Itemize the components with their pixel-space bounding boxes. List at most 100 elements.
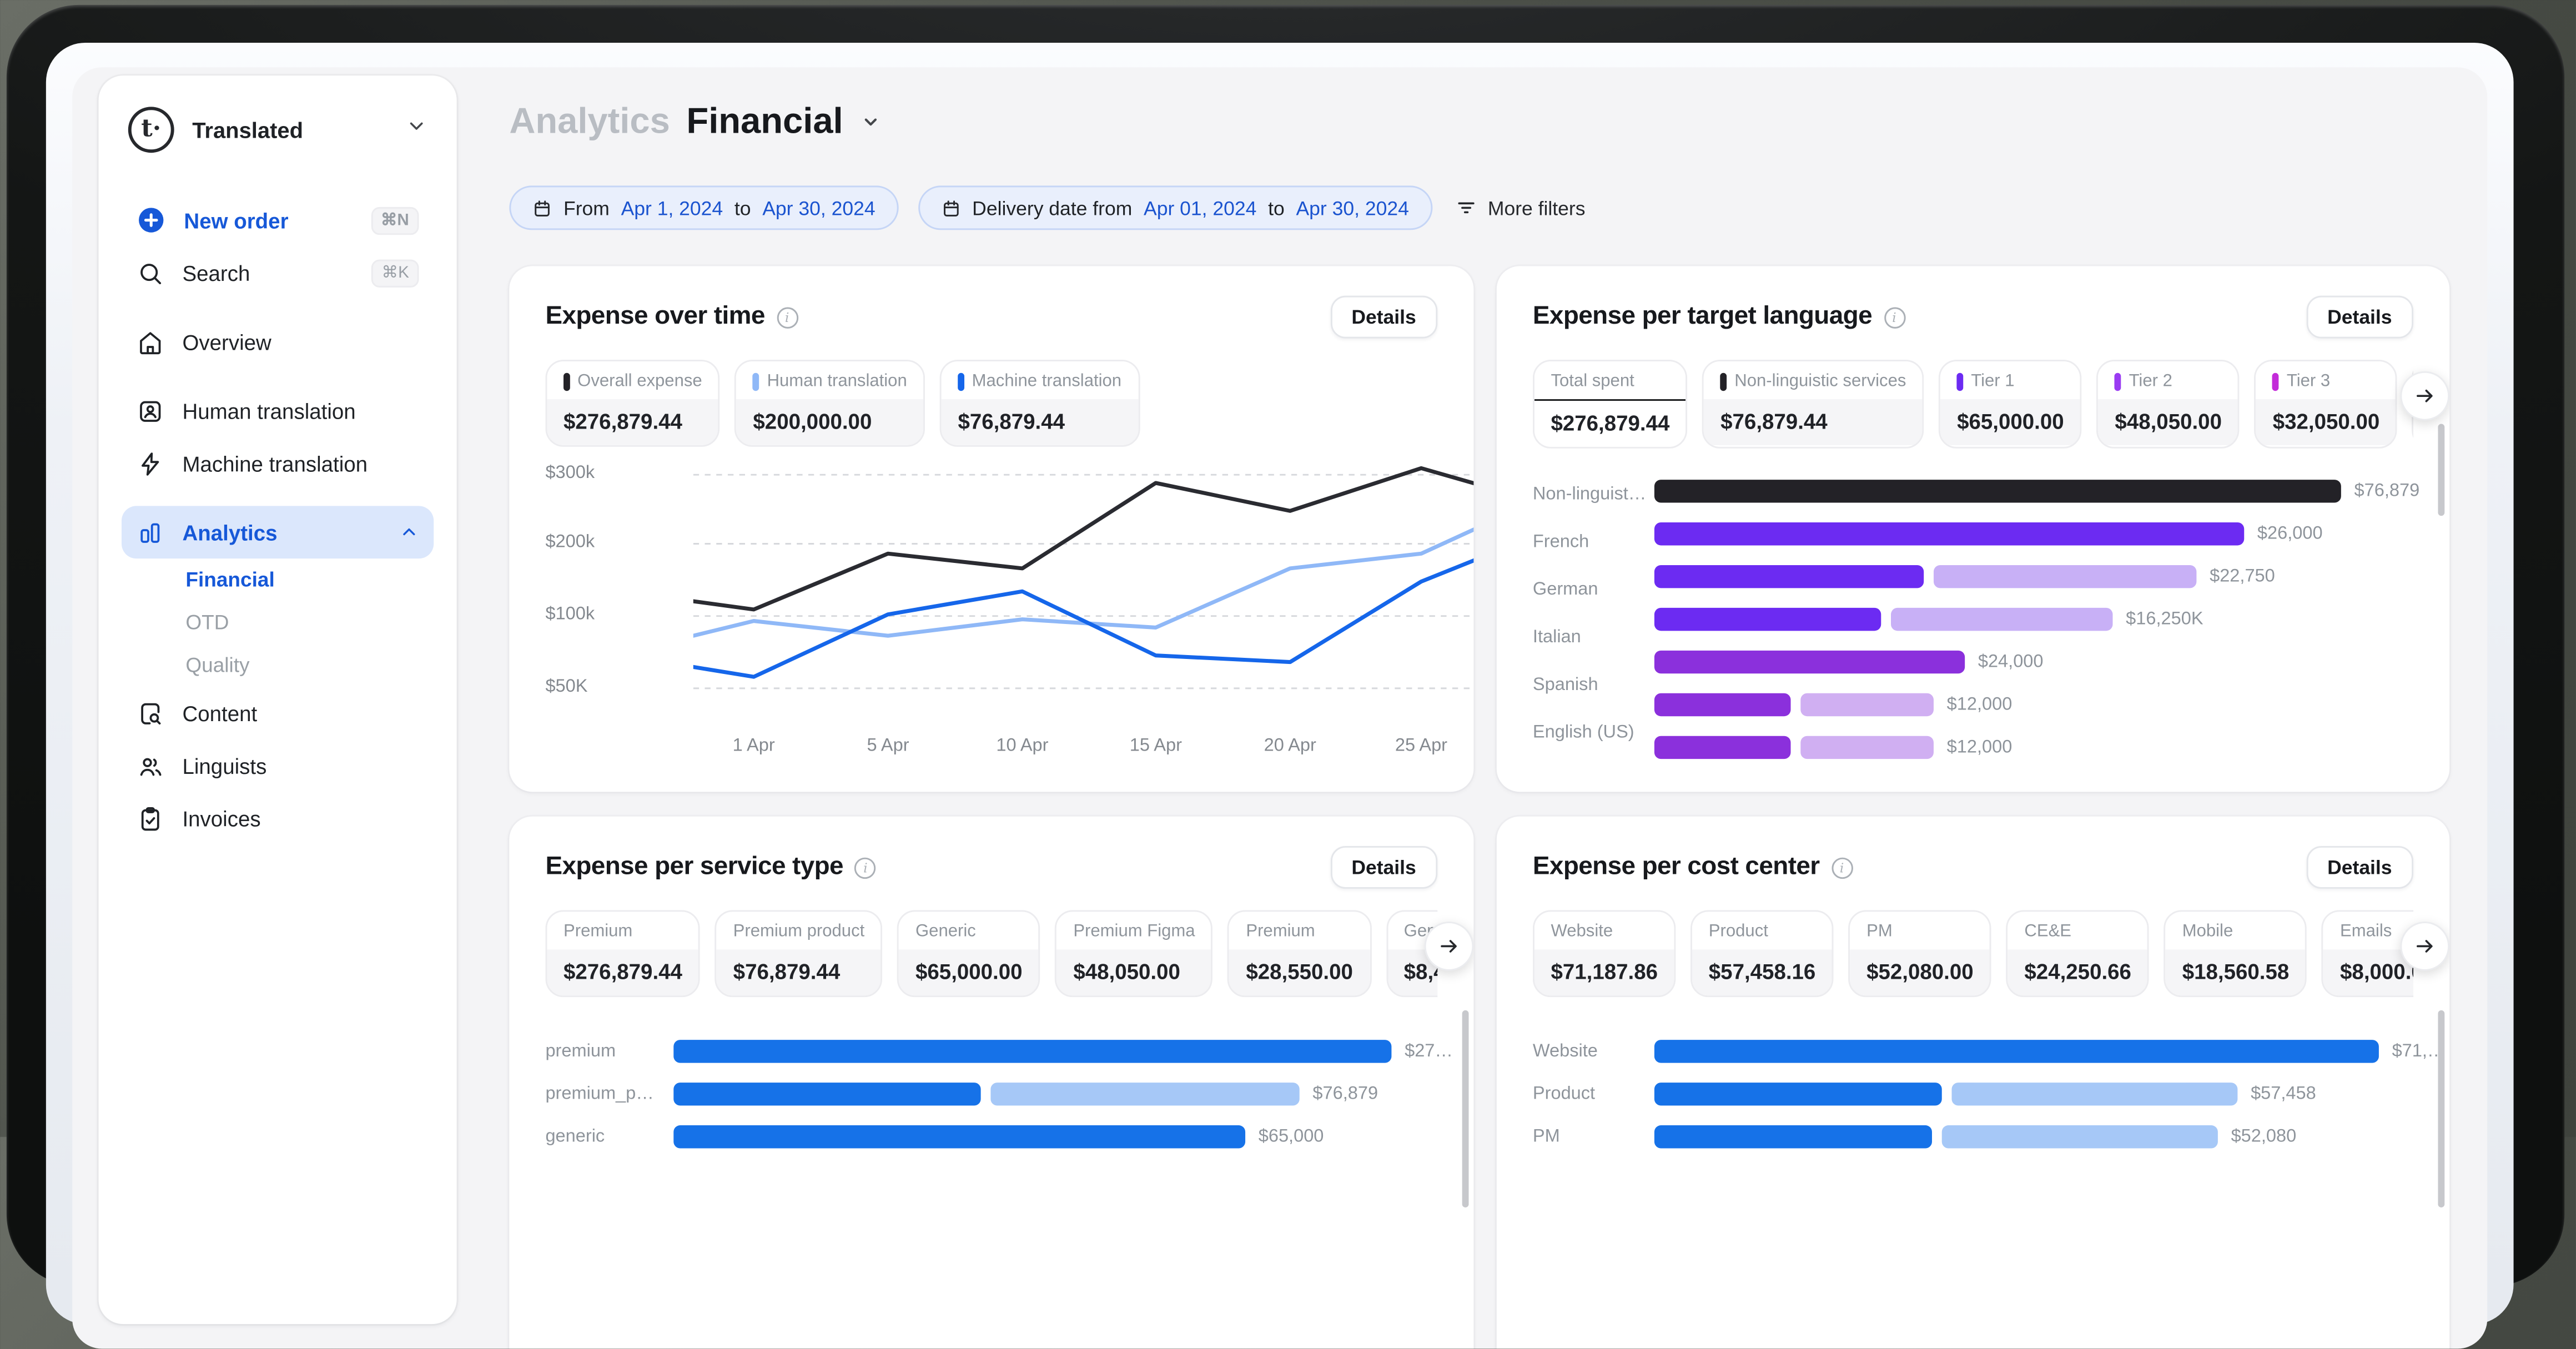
stat-chip[interactable]: Premium $276,879.44 [545, 910, 701, 998]
bar-value-label: $24,000 [1978, 652, 2044, 672]
sidebar-item-human-translation[interactable]: Human translation [122, 384, 434, 437]
people-icon [137, 752, 164, 779]
stat-chips-row: Overall expense $276,879.44 Human translat… [545, 360, 1437, 447]
stat-chip-value: $76,879.44 [941, 399, 1138, 445]
chips-scroll-right-button[interactable] [1424, 922, 1474, 971]
sidebar-item-machine-translation[interactable]: Machine translation [122, 437, 434, 490]
series-marker-icon [1720, 372, 1727, 390]
sidebar-subitem-quality[interactable]: Quality [185, 653, 250, 677]
chips-scroll-right-button[interactable] [2400, 371, 2450, 421]
vertical-scrollbar-thumb[interactable] [2438, 424, 2445, 516]
stat-chip-label-row: Overall expense [547, 361, 719, 400]
sidebar-item-overview[interactable]: Overview [122, 315, 434, 368]
chevron-down-icon[interactable] [859, 110, 882, 133]
sidebar-item-new-order[interactable]: New order ⌘N [122, 194, 434, 246]
breadcrumb[interactable]: Analytics [509, 100, 670, 142]
info-icon[interactable]: i [1883, 306, 1905, 328]
line-chart: $300k $200k $100k $50K 1 Apr 5 Apr 10 Apr 15 Ap… [545, 454, 1474, 782]
vertical-scrollbar-thumb[interactable] [1462, 1010, 1469, 1207]
stat-chips-row: Premium $276,879.44 Premium product $76,879… [545, 910, 1438, 998]
sidebar-item-label: Invoices [182, 806, 261, 830]
page-title: Financial [686, 100, 843, 142]
sidebar-subitem-otd[interactable]: OTD [185, 611, 229, 635]
sidebar-item-invoices[interactable]: Invoices [122, 792, 434, 844]
stat-chip-value: $32,050.00 [2256, 399, 2396, 445]
bar-value-label: $26,000 [2257, 524, 2323, 544]
details-button[interactable]: Details [1330, 295, 1438, 339]
bar-value-label: $76,879 [2354, 481, 2420, 501]
details-button[interactable]: Details [1330, 845, 1438, 889]
sidebar-item-analytics[interactable]: Analytics [121, 506, 434, 559]
info-icon[interactable]: i [1831, 857, 1853, 878]
stat-chip-label-row: Human translation [736, 361, 924, 400]
search-icon [137, 259, 164, 286]
x-axis-tick-label: 1 Apr [732, 736, 775, 756]
series-marker-icon [958, 372, 964, 390]
sidebar-item-content[interactable]: Content [122, 687, 434, 739]
stat-chip[interactable]: Tier 3 $32,050.00 [2255, 360, 2398, 449]
shortcut-badge: ⌘N [371, 206, 419, 234]
bar-category-label: premium [545, 1041, 616, 1061]
bar-category-label: premium_p… [545, 1084, 654, 1104]
more-filters-button[interactable]: More filters [1452, 197, 1589, 219]
workspace-switcher[interactable]: t· Translated [122, 102, 434, 158]
date-range-filter[interactable]: From Apr 1, 2024 to Apr 30, 2024 [509, 185, 899, 230]
stat-chip-label: Generic [915, 922, 976, 942]
stat-chip-label-row: Tier 2 [2098, 361, 2238, 400]
bar-category-label: Product [1532, 1084, 1596, 1104]
filter-icon [1457, 202, 1474, 214]
stat-chip[interactable]: CE&E $24,250.66 [2006, 910, 2150, 998]
card-header: Expense per target language i Details [1533, 295, 2414, 339]
details-button[interactable]: Details [2306, 295, 2414, 339]
stat-chip[interactable]: Machine translation $76,879.44 [939, 360, 1140, 447]
sidebar-item-linguists[interactable]: Linguists [122, 739, 434, 792]
chevron-up-icon [399, 522, 419, 542]
card-title-wrap: Expense per target language i [1533, 302, 1905, 331]
bar-segment [1933, 565, 2197, 588]
stat-chip[interactable]: Overall expense $276,879.44 [545, 360, 721, 447]
stat-chip-value: $76,879.44 [717, 949, 881, 996]
sidebar-subitem-financial[interactable]: Financial [185, 568, 275, 592]
stat-chip[interactable]: Tier 1 $65,000.00 [1939, 360, 2082, 449]
stat-chip-label: Website [1551, 922, 1613, 942]
info-icon[interactable]: i [854, 857, 877, 878]
card-title-wrap: Expense per cost center i [1533, 853, 1853, 882]
stat-chip-label-row: Tier 1 [1940, 361, 2081, 400]
stat-chip[interactable]: Website $71,187.86 [1532, 910, 1676, 998]
stat-chip[interactable]: Premium Figma $48,050.00 [1055, 910, 1214, 998]
stat-chip-label-row: Premium [1229, 912, 1370, 950]
chips-scroll-right-button[interactable] [2400, 922, 2450, 971]
stat-chip-label: PM [1866, 922, 1893, 942]
details-button[interactable]: Details [2306, 845, 2414, 889]
stat-chip[interactable]: Tier 2 $48,050.00 [2096, 360, 2240, 449]
series-line-machine-translation [693, 558, 1474, 679]
bar-segment [1800, 693, 1934, 717]
stat-chip[interactable]: Premium $28,550.00 [1227, 910, 1371, 998]
stat-chip[interactable]: Premium product $76,879.44 [715, 910, 883, 998]
bar-segment [1654, 650, 1965, 674]
stat-chip[interactable]: Human translation $200,000.00 [734, 360, 925, 447]
bar-segment [1654, 607, 1881, 631]
vertical-scrollbar-thumb[interactable] [2438, 1010, 2445, 1207]
y-axis-tick-label: $300k [545, 463, 595, 483]
bar-row: $26,000 [1654, 512, 2427, 555]
card-expense-per-cost-center: Expense per cost center i Details Website $7… [1496, 816, 2450, 1349]
stat-chip[interactable]: Total spent $276,879.44 [1532, 360, 1688, 449]
bar-value-label: $71,… [2392, 1041, 2446, 1061]
info-icon[interactable]: i [776, 306, 798, 328]
stat-chip-label-row: Generic [899, 912, 1039, 950]
lightning-icon [137, 449, 164, 477]
delivery-date-filter[interactable]: Delivery date from Apr 01, 2024 to Apr 30, … [918, 185, 1432, 230]
stat-chip[interactable]: PM $52,080.00 [1848, 910, 1992, 998]
bar-category-label: Italian [1532, 626, 1581, 647]
stat-chip-label-row: Premium [547, 912, 699, 950]
stat-chip[interactable]: Product $57,458.16 [1690, 910, 1834, 998]
sidebar-item-label: Search [182, 260, 250, 285]
stat-chip[interactable]: Generic $65,000.00 [897, 910, 1041, 998]
stat-chip[interactable]: Emails $8,000.00 [2322, 910, 2414, 998]
stat-chip[interactable]: Non-linguistic services $76,879.44 [1702, 360, 1924, 449]
card-header: Expense over time i Details [545, 295, 1438, 339]
sidebar-item-search[interactable]: Search ⌘K [122, 246, 434, 299]
stat-chip-label: Tier 2 [2129, 371, 2172, 391]
stat-chip[interactable]: Mobile $18,560.58 [2164, 910, 2307, 998]
